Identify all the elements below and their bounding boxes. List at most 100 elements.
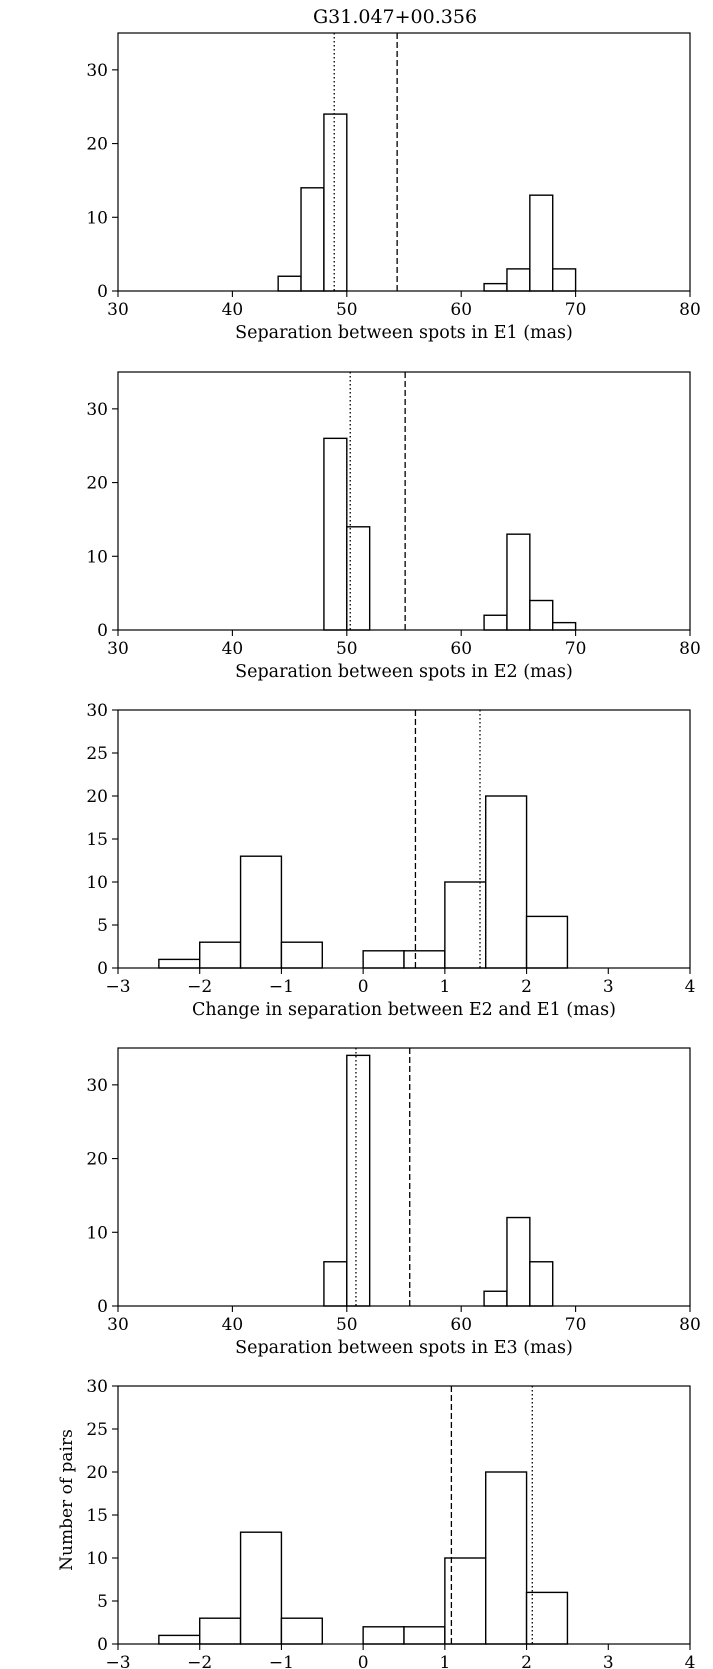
histogram-bar xyxy=(199,1617,242,1645)
x-tick-label: 80 xyxy=(679,639,701,659)
x-tick-label: 1 xyxy=(439,977,450,997)
histogram-panel: 30 40 50 60 70 80 0 10 20 30 Separation between sp… xyxy=(86,32,701,343)
x-tick-label: 50 xyxy=(336,639,358,659)
x-tick-label: 40 xyxy=(222,639,244,659)
y-tick-label: 30 xyxy=(86,1076,108,1096)
y-axis-label: Number of pairs xyxy=(57,1429,77,1571)
histogram-bar xyxy=(506,1216,531,1307)
histogram-bar xyxy=(323,1261,348,1307)
x-tick-label: 4 xyxy=(685,977,696,997)
figure-title: G31.047+00.356 xyxy=(313,6,477,28)
x-tick-label: −2 xyxy=(187,977,212,997)
histogram-bar xyxy=(485,795,528,969)
x-tick-label: 1 xyxy=(439,1653,450,1669)
y-tick-label: 30 xyxy=(86,61,108,81)
histogram-bar xyxy=(239,855,283,969)
y-tick-label: 25 xyxy=(86,1420,108,1440)
y-tick-label: 20 xyxy=(86,1150,108,1170)
histogram-bar xyxy=(280,1617,323,1645)
histogram-bar xyxy=(300,187,325,292)
x-tick-label: 60 xyxy=(450,1315,472,1335)
x-tick-label: 4 xyxy=(685,1653,696,1669)
histogram-bar xyxy=(346,526,371,631)
x-tick-label: 80 xyxy=(679,300,701,320)
y-tick-label: 15 xyxy=(86,1506,108,1526)
y-tick-label: 0 xyxy=(97,1635,108,1655)
histogram-bar xyxy=(483,1290,508,1307)
x-tick-label: 3 xyxy=(603,1653,614,1669)
x-axis-label: Separation between spots in E1 (mas) xyxy=(235,323,573,343)
x-tick-label: 0 xyxy=(358,1653,369,1669)
y-tick-label: 20 xyxy=(86,787,108,807)
x-axis-label: Separation between spots in E2 (mas) xyxy=(235,662,573,682)
x-tick-label: 70 xyxy=(565,639,587,659)
y-tick-label: 0 xyxy=(97,959,108,979)
y-tick-label: 25 xyxy=(86,744,108,764)
y-tick-label: 20 xyxy=(86,1463,108,1483)
histogram-bar xyxy=(485,1471,528,1645)
x-tick-label: −1 xyxy=(269,977,294,997)
histogram-bar xyxy=(323,113,348,292)
histogram-bar xyxy=(280,941,323,969)
x-tick-label: 30 xyxy=(107,639,129,659)
histogram-bar xyxy=(525,915,569,969)
x-tick-label: −3 xyxy=(105,977,130,997)
histogram-bar xyxy=(506,533,531,631)
y-tick-label: 10 xyxy=(86,547,108,567)
axes-frame xyxy=(117,709,691,969)
histogram-bar xyxy=(483,282,508,292)
histogram-bar xyxy=(158,1634,201,1645)
histogram-bar xyxy=(552,621,577,631)
x-tick-label: 2 xyxy=(521,1653,532,1669)
x-tick-label: 40 xyxy=(222,1315,244,1335)
y-tick-label: 30 xyxy=(86,400,108,420)
y-tick-label: 10 xyxy=(86,873,108,893)
histogram-panel: 30 40 50 60 70 80 0 10 20 30 Separation between sp… xyxy=(86,1047,701,1358)
histogram-bar xyxy=(323,437,348,631)
x-axis-label: Separation between spots in E3 (mas) xyxy=(235,1338,573,1358)
x-tick-label: 60 xyxy=(450,639,472,659)
histogram-bar xyxy=(239,1531,283,1645)
histogram-bar xyxy=(346,1054,371,1307)
histogram-bar xyxy=(529,599,554,631)
x-tick-label: −3 xyxy=(105,1653,130,1669)
histogram-bar xyxy=(529,194,554,292)
axes-frame xyxy=(117,1047,691,1307)
y-tick-label: 15 xyxy=(86,830,108,850)
histogram-bar xyxy=(362,950,405,969)
histogram-bar xyxy=(483,614,508,631)
x-tick-label: 3 xyxy=(603,977,614,997)
x-tick-label: 40 xyxy=(222,300,244,320)
x-tick-label: 50 xyxy=(336,300,358,320)
x-tick-label: 80 xyxy=(679,1315,701,1335)
axes-frame xyxy=(117,1385,691,1645)
y-tick-label: 0 xyxy=(97,621,108,641)
y-tick-label: 0 xyxy=(97,1297,108,1317)
x-tick-label: 70 xyxy=(565,300,587,320)
x-tick-label: 50 xyxy=(336,1315,358,1335)
y-tick-label: 20 xyxy=(86,474,108,494)
histogram-bar xyxy=(525,1591,569,1645)
histogram-bar xyxy=(403,950,446,969)
histogram-bar xyxy=(403,1626,446,1645)
histogram-bar xyxy=(529,1261,554,1307)
y-tick-label: 0 xyxy=(97,282,108,302)
x-tick-label: 30 xyxy=(107,1315,129,1335)
axes-frame xyxy=(117,32,691,292)
y-tick-label: 10 xyxy=(86,1549,108,1569)
axes-frame xyxy=(117,371,691,631)
x-tick-label: 2 xyxy=(521,977,532,997)
x-tick-label: 0 xyxy=(358,977,369,997)
x-tick-label: 60 xyxy=(450,300,472,320)
y-tick-label: 5 xyxy=(97,916,108,936)
histogram-bar xyxy=(199,941,242,969)
y-tick-label: 10 xyxy=(86,1223,108,1243)
x-tick-label: −1 xyxy=(269,1653,294,1669)
histogram-bar xyxy=(158,958,201,969)
y-tick-label: 30 xyxy=(86,1377,108,1397)
x-tick-label: 30 xyxy=(107,300,129,320)
histogram-bar xyxy=(552,268,577,292)
